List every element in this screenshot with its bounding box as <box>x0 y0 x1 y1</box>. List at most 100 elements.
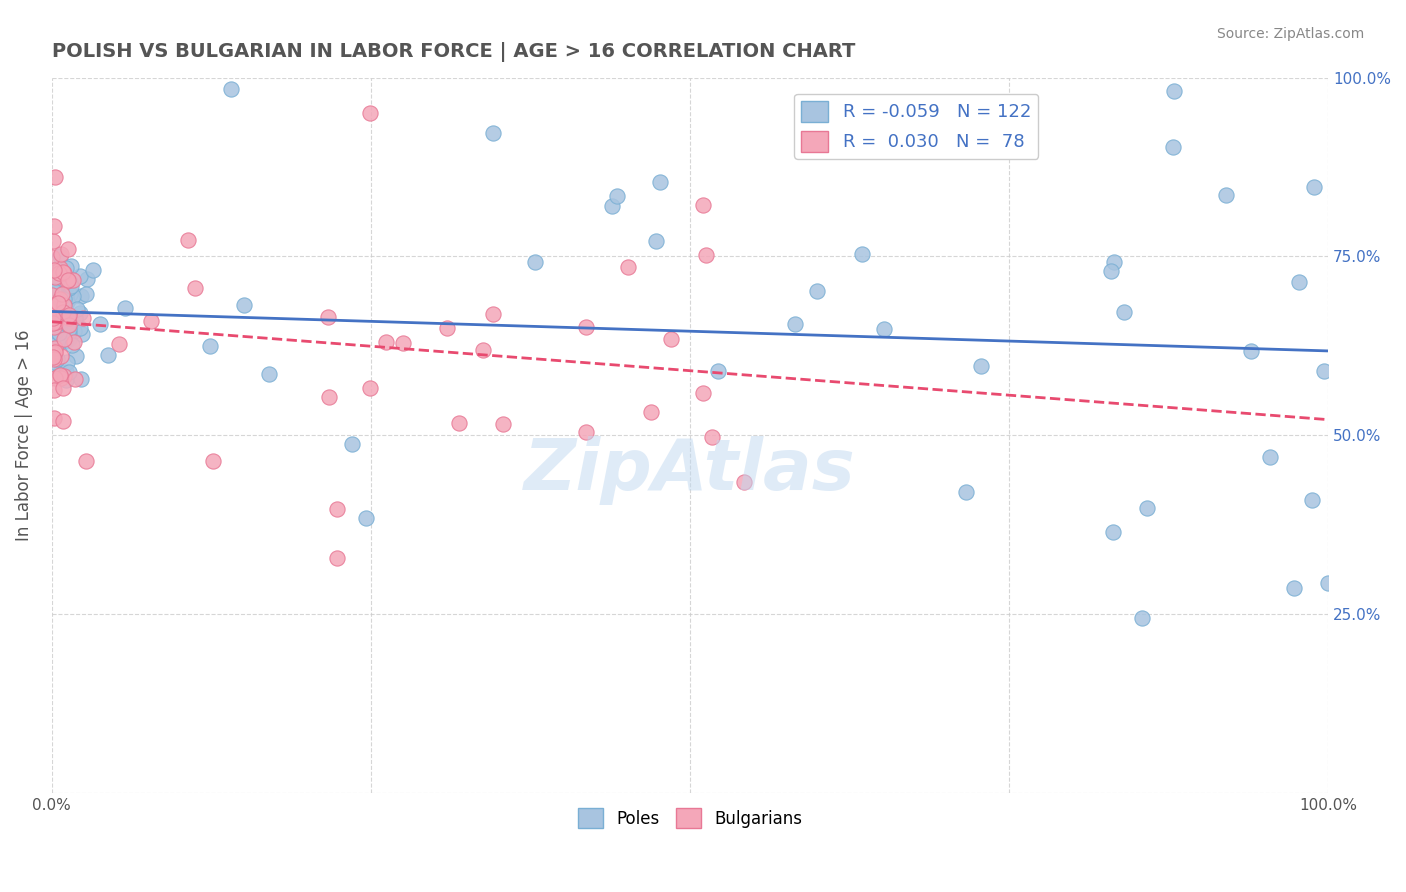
Point <box>692 198 714 212</box>
Point <box>1215 187 1237 202</box>
Point <box>52 381 75 395</box>
Point <box>46 297 69 311</box>
Point <box>56 294 79 309</box>
Point <box>49 333 72 347</box>
Point <box>89 317 111 331</box>
Point <box>70 288 93 302</box>
Y-axis label: In Labor Force | Age > 16: In Labor Force | Age > 16 <box>15 329 32 541</box>
Point <box>58 326 80 340</box>
Point <box>42 350 65 364</box>
Point <box>69 372 91 386</box>
Point <box>69 306 91 320</box>
Point <box>56 312 79 326</box>
Point <box>49 328 72 343</box>
Point <box>233 298 256 312</box>
Point <box>44 269 66 284</box>
Point <box>55 289 77 303</box>
Point <box>44 371 66 385</box>
Point <box>318 310 340 324</box>
Point <box>55 275 77 289</box>
Point <box>41 298 63 312</box>
Point <box>52 296 75 310</box>
Point <box>45 324 67 338</box>
Point <box>82 263 104 277</box>
Point <box>692 385 714 400</box>
Point <box>51 287 73 301</box>
Point <box>139 313 162 327</box>
Point <box>52 333 75 347</box>
Point <box>55 374 77 388</box>
Point <box>45 320 67 334</box>
Point <box>44 277 66 292</box>
Point <box>1288 275 1310 289</box>
Point <box>49 249 72 263</box>
Point <box>107 336 129 351</box>
Point <box>48 326 70 340</box>
Point <box>55 274 77 288</box>
Point <box>44 345 66 359</box>
Point <box>41 250 63 264</box>
Point <box>45 352 67 367</box>
Point <box>56 318 79 333</box>
Point <box>851 247 873 261</box>
Point <box>1302 179 1324 194</box>
Point <box>1240 344 1263 359</box>
Point <box>58 327 80 342</box>
Point <box>52 305 75 319</box>
Point <box>574 319 596 334</box>
Point <box>53 334 76 348</box>
Point <box>785 318 807 332</box>
Point <box>59 286 82 301</box>
Point <box>42 411 65 425</box>
Point <box>60 259 83 273</box>
Point <box>49 260 72 275</box>
Point <box>55 365 77 379</box>
Point <box>66 302 89 317</box>
Point <box>659 332 682 346</box>
Point <box>1161 140 1184 154</box>
Point <box>257 367 280 381</box>
Text: POLISH VS BULGARIAN IN LABOR FORCE | AGE > 16 CORRELATION CHART: POLISH VS BULGARIAN IN LABOR FORCE | AGE… <box>52 42 855 62</box>
Point <box>354 511 377 525</box>
Point <box>58 332 80 346</box>
Point <box>1282 582 1305 596</box>
Point <box>48 295 70 310</box>
Point <box>72 310 94 325</box>
Point <box>1102 524 1125 539</box>
Point <box>52 414 75 428</box>
Point <box>53 369 76 384</box>
Point <box>63 334 86 349</box>
Point <box>44 320 66 334</box>
Point <box>75 287 97 301</box>
Point <box>44 343 66 358</box>
Point <box>49 326 72 341</box>
Point <box>55 332 77 346</box>
Point <box>114 301 136 315</box>
Point <box>1313 363 1336 377</box>
Point <box>45 333 67 347</box>
Point <box>41 304 63 318</box>
Point <box>42 311 65 326</box>
Point <box>45 261 67 276</box>
Point <box>53 308 76 322</box>
Point <box>55 260 77 275</box>
Point <box>49 349 72 363</box>
Point <box>325 551 347 566</box>
Point <box>69 321 91 335</box>
Point <box>447 416 470 430</box>
Point <box>46 303 69 318</box>
Point <box>482 307 505 321</box>
Point <box>42 285 65 300</box>
Point <box>51 279 73 293</box>
Point <box>52 298 75 312</box>
Point <box>1163 85 1185 99</box>
Point <box>58 318 80 333</box>
Point <box>63 324 86 338</box>
Point <box>806 285 828 299</box>
Point <box>58 311 80 326</box>
Point <box>42 352 65 367</box>
Point <box>53 300 76 314</box>
Point <box>58 366 80 380</box>
Point <box>326 501 349 516</box>
Text: ZipAtlas: ZipAtlas <box>524 436 856 506</box>
